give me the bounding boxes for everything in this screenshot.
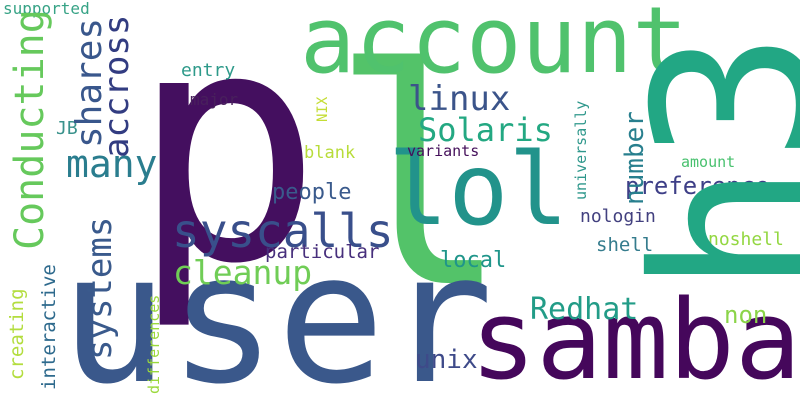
word-local: local xyxy=(440,248,507,273)
word-solaris: Solaris xyxy=(418,111,553,149)
word-non: non xyxy=(724,301,768,329)
word-nologin: nologin xyxy=(580,206,656,227)
word-particular: particular xyxy=(265,241,380,263)
word-creating: creating xyxy=(6,288,28,380)
word-entry: entry xyxy=(181,60,236,81)
word-syscalls: syscalls xyxy=(172,204,394,258)
word-user: user xyxy=(60,215,494,400)
word-p: p xyxy=(130,0,323,334)
word-noshell: noshell xyxy=(708,229,784,250)
word-many: many xyxy=(66,142,158,186)
word-h3: h3 xyxy=(607,30,800,295)
word-nix: NIX xyxy=(315,96,331,122)
word-conducting: Conducting xyxy=(7,9,53,250)
word-account: account xyxy=(300,0,688,94)
word-interactive: interactive xyxy=(38,264,60,390)
word-samba: samba xyxy=(470,276,800,400)
word-blank: blank xyxy=(304,143,356,163)
word-differences: differences xyxy=(145,294,163,394)
word-l: l xyxy=(330,5,511,354)
word-variants: variants xyxy=(407,142,480,160)
word-major: major xyxy=(190,90,239,109)
word-shell: shell xyxy=(596,234,654,256)
word-redhat: Redhat xyxy=(530,292,639,327)
word-preference: preference xyxy=(625,172,770,200)
word-supported: supported xyxy=(3,0,90,18)
word-number: number xyxy=(620,111,650,205)
word-universally: universally xyxy=(572,100,590,200)
word-cleanup: cleanup xyxy=(173,253,313,292)
word-amount: amount xyxy=(681,153,736,171)
word-linux: linux xyxy=(408,79,511,119)
word-unix: unix xyxy=(415,345,478,375)
word-people: people xyxy=(272,180,352,205)
word-lol: lol xyxy=(388,131,569,248)
word-systems: systems xyxy=(80,216,120,360)
word-jb: JB xyxy=(56,118,78,139)
word-accross: accross xyxy=(97,14,137,158)
